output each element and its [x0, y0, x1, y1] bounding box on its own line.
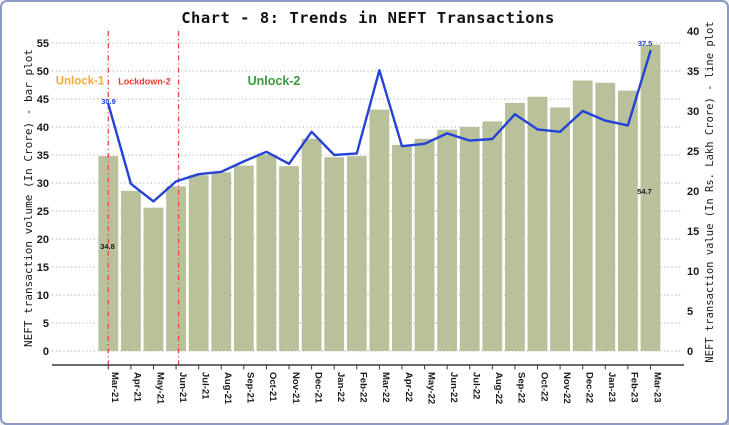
bar-Sep-22	[505, 102, 525, 351]
line-series	[107, 49, 652, 203]
left-tick-label: 0	[43, 346, 49, 358]
bar-May-22	[414, 138, 435, 351]
left-tick-label: 10	[37, 290, 49, 302]
x-tick-label: Jun-22	[448, 372, 459, 403]
x-tick-label: Dec-21	[312, 372, 323, 404]
value-label-Mar-23-bar: 54.7	[637, 187, 652, 196]
right-tick-label: 30	[687, 106, 699, 118]
phase-label: Unlock-1	[56, 76, 105, 88]
x-tick-label: Jul-22	[471, 372, 482, 399]
bar-Apr-22	[392, 144, 412, 351]
chart-title: Chart - 8: Trends in NEFT Transactions	[181, 9, 555, 27]
left-tick-label: 5	[43, 318, 49, 330]
bar-Jan-22	[324, 157, 345, 351]
bar-Sep-21	[233, 165, 254, 351]
left-tick-label: 45	[37, 94, 49, 106]
left-tick-label: 30	[37, 178, 49, 190]
bar-Jul-21	[188, 175, 209, 351]
bar-Jun-21	[166, 186, 186, 351]
x-tick-label: Mar-22	[380, 372, 391, 403]
left-tick-label: 35	[37, 150, 49, 162]
bar-Jan-23	[595, 82, 616, 351]
x-tick-label: Nov-21	[290, 372, 301, 404]
left-tick-label: 40	[37, 122, 49, 134]
phase-label: Lockdown-2	[118, 77, 171, 87]
x-tick-label: Jul-21	[199, 372, 210, 400]
phase-label: Unlock-2	[248, 74, 301, 88]
bar-May-21	[143, 207, 164, 351]
left-tick-label: 15	[37, 262, 49, 274]
x-tick-label: Feb-22	[358, 372, 369, 403]
left-tick-label: 20	[37, 234, 49, 246]
left-tick-label: 25	[37, 206, 49, 218]
x-tick-label: Jun-21	[177, 372, 188, 403]
right-tick-label: 25	[687, 146, 699, 158]
x-tick-label: Aug-21	[222, 372, 233, 405]
left-tick-label: 55	[37, 38, 49, 50]
bar-Feb-22	[346, 156, 367, 351]
left-tick-label: 50	[37, 66, 49, 78]
right-tick-label: 20	[687, 186, 699, 198]
bar-Dec-21	[301, 138, 322, 351]
bar-Jul-22	[459, 127, 480, 351]
bar-Nov-22	[550, 107, 570, 352]
x-tick-label: Sep-22	[516, 372, 527, 403]
bar-Aug-22	[482, 121, 503, 352]
bar-Dec-22	[572, 80, 593, 352]
x-tick-label: Apr-22	[403, 372, 414, 402]
bar-Oct-21	[256, 154, 277, 351]
right-tick-label: 5	[687, 306, 693, 318]
x-tick-label: Jan-23	[606, 372, 617, 402]
x-tick-label: Dec-22	[583, 372, 594, 403]
bar-Aug-21	[211, 172, 232, 351]
bar-Jun-22	[437, 129, 458, 351]
bar-Nov-21	[279, 166, 299, 351]
right-tick-label: 35	[687, 66, 699, 78]
right-tick-label: 40	[687, 26, 699, 38]
x-tick-label: Sep-21	[245, 372, 256, 404]
bar-Feb-23	[617, 90, 638, 351]
x-tick-label: May-22	[425, 372, 436, 404]
right-tick-label: 10	[687, 266, 699, 278]
value-label-Mar-23-line: 37.5	[638, 39, 653, 48]
bar-Mar-23	[640, 44, 661, 352]
x-tick-label: Feb-23	[629, 372, 640, 403]
x-tick-label: Jan-22	[335, 372, 346, 402]
x-tick-label: Nov-22	[561, 372, 572, 404]
x-tick-label: Mar-21	[109, 372, 120, 403]
x-tick-label: May-21	[154, 372, 165, 405]
right-tick-label: 15	[687, 226, 699, 238]
x-tick-label: Aug-22	[493, 372, 504, 404]
x-tick-label: Mar-23	[651, 372, 662, 403]
right-axis-title: NEFT transaction value (In Rs. Lakh Cror…	[704, 21, 716, 362]
bar-Mar-22	[369, 109, 390, 351]
left-axis-title: NEFT transaction volume (In Crore) - bar…	[22, 49, 35, 347]
x-tick-label: Oct-22	[538, 372, 549, 402]
value-label-Mar-21-bar: 34.8	[100, 242, 115, 251]
value-label-Mar-21-line: 30.9	[101, 97, 116, 106]
x-tick-label: Apr-21	[132, 372, 143, 403]
right-tick-label: 0	[687, 346, 693, 358]
x-tick-label: Oct-21	[267, 372, 278, 402]
bar-Oct-22	[527, 96, 548, 351]
bar-Apr-21	[120, 190, 141, 351]
